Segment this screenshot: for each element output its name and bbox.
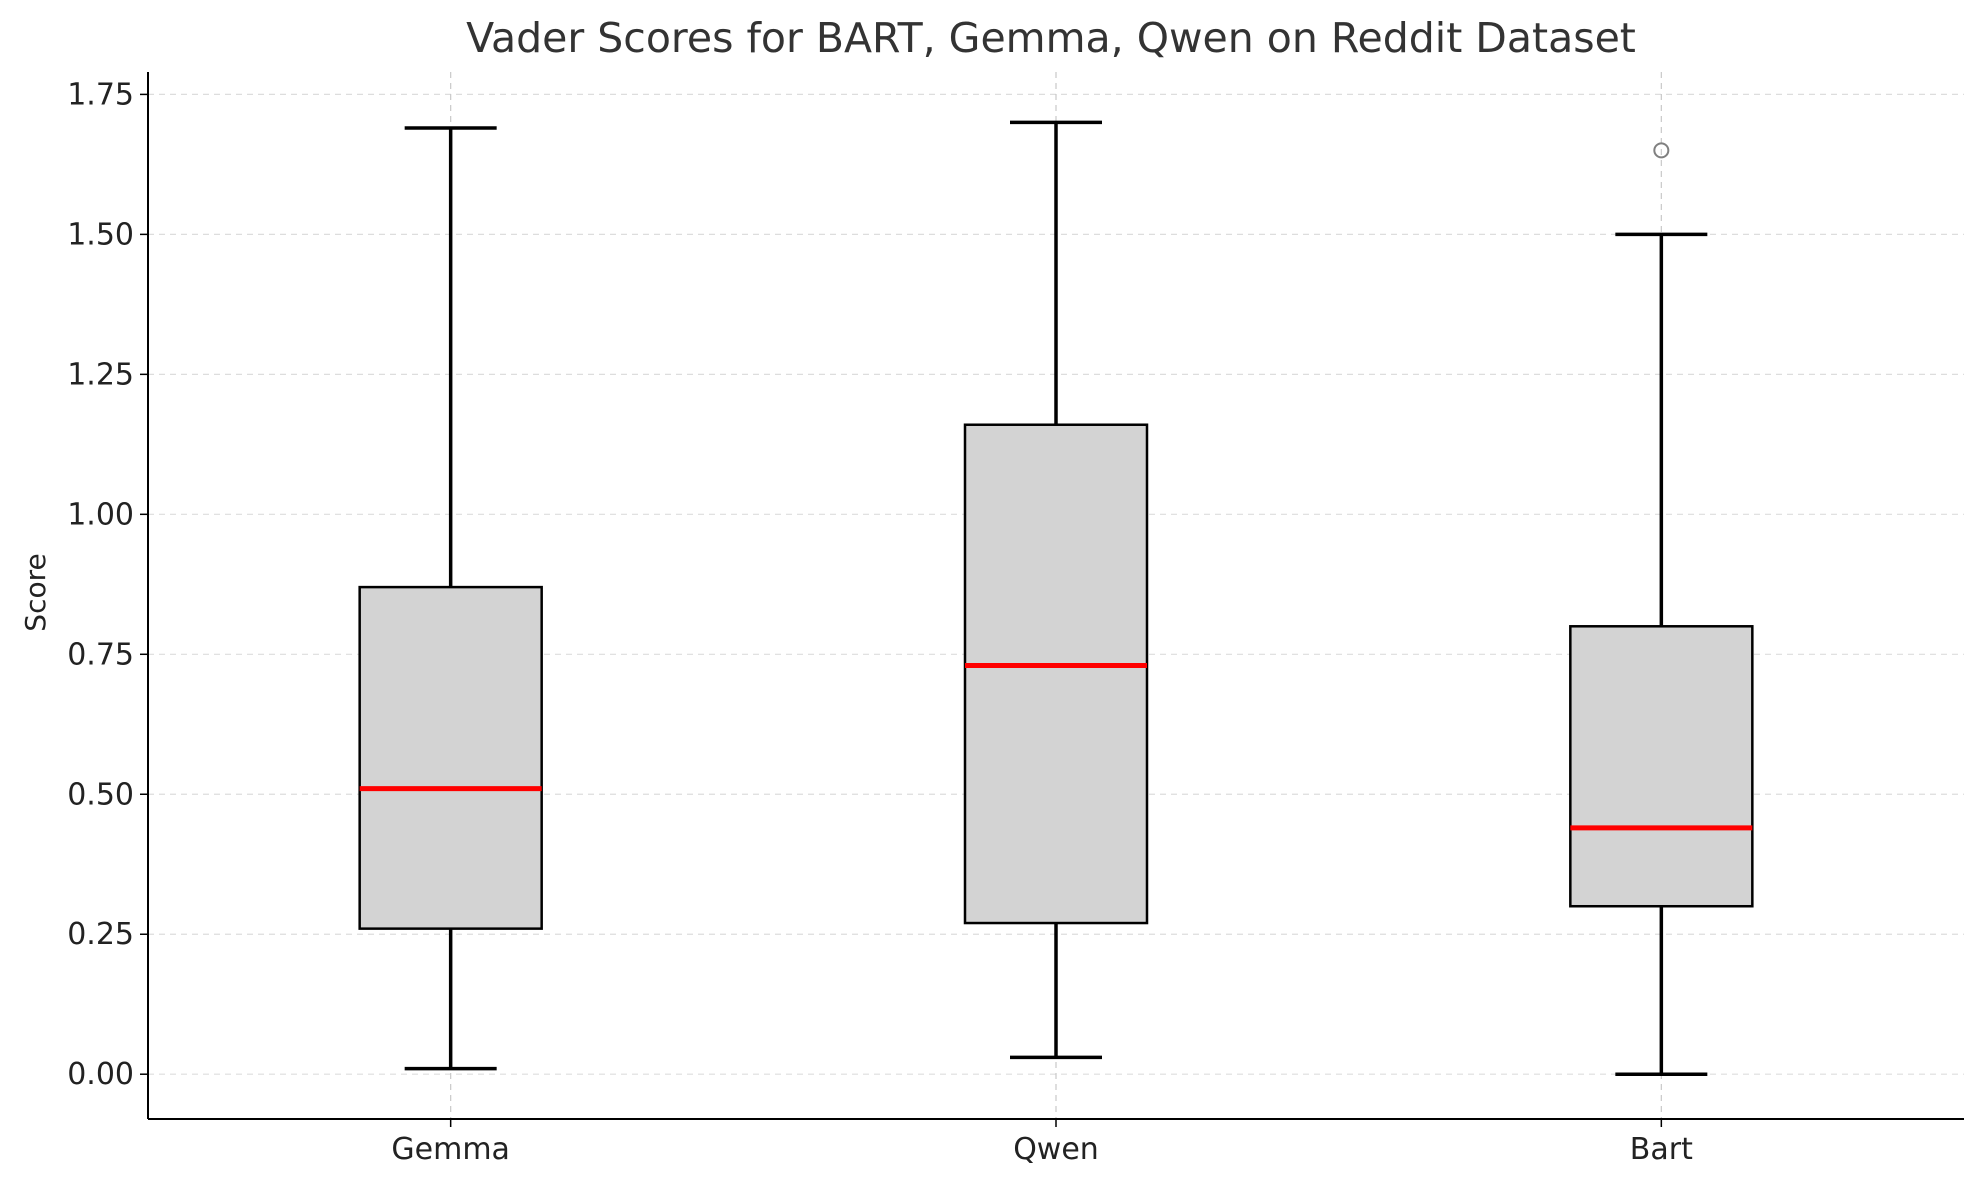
tick-layer: 0.00 0.25 0.50 0.75 1.00 1.25 1.50 1.75 Gemma Qwe… xyxy=(67,77,1693,1167)
y-tick-label: 1.25 xyxy=(67,357,134,392)
y-tick-label: 0.25 xyxy=(67,917,134,952)
box-group-qwen xyxy=(963,120,1149,1060)
x-tick-label-gemma: Gemma xyxy=(391,1132,510,1167)
outlier-point xyxy=(1653,142,1670,159)
x-tick-label-bart: Bart xyxy=(1630,1132,1693,1167)
box-layer xyxy=(358,120,1754,1076)
y-tick-label: 1.75 xyxy=(67,77,134,112)
y-tick-label: 1.50 xyxy=(67,217,134,252)
x-tick-label-qwen: Qwen xyxy=(1013,1132,1099,1167)
y-tick-label: 0.75 xyxy=(67,637,134,672)
chart-title: Vader Scores for BART, Gemma, Qwen on Re… xyxy=(466,14,1636,62)
box-group-bart xyxy=(1569,142,1754,1076)
y-tick-label: 1.00 xyxy=(67,497,134,532)
iqr-box xyxy=(358,585,543,930)
iqr-box xyxy=(963,423,1149,925)
y-axis-label: Score xyxy=(19,553,52,631)
iqr-box xyxy=(1569,625,1754,908)
y-tick-label: 0.50 xyxy=(67,777,134,812)
y-tick-label: 0.00 xyxy=(67,1057,134,1092)
box-group-gemma xyxy=(358,126,543,1071)
